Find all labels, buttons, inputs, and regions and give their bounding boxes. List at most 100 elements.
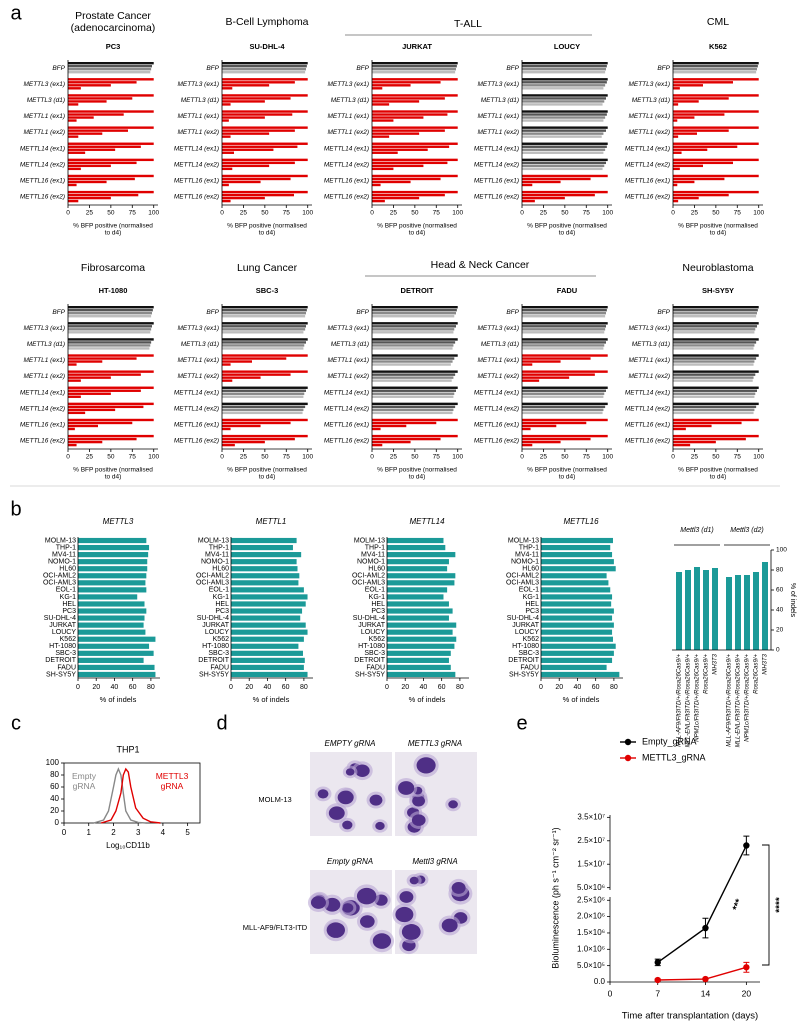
bar — [676, 572, 682, 650]
x-tick-label: 0 — [608, 988, 613, 998]
x-tick-label: 100 — [302, 210, 313, 217]
bar — [68, 148, 116, 151]
bar — [222, 158, 308, 162]
bar — [372, 110, 458, 113]
bar — [522, 424, 557, 428]
y-tick-label: METTL1 (ex1) — [628, 357, 670, 364]
bar — [372, 100, 420, 103]
legend-label: METTL3 gRNA — [155, 771, 189, 791]
bar — [522, 360, 561, 363]
x-axis-label: % BFP positive (normalised to d4) — [73, 222, 153, 237]
bar — [673, 421, 742, 425]
y-tick-label: METTL3 (d1) — [632, 341, 670, 348]
bar — [522, 65, 607, 68]
chart-title: Lung Cancer — [236, 261, 298, 274]
bar — [685, 570, 691, 650]
bar — [673, 357, 757, 360]
y-tick-label: OCI-AML2 — [352, 573, 385, 580]
y-tick-label: MOLM-13 — [45, 537, 76, 544]
bar — [68, 116, 94, 119]
bar — [541, 587, 611, 593]
x-tick-label: 20 — [92, 684, 100, 691]
x-tick-label: Rosa26Cas9/+ — [754, 654, 760, 694]
bar — [673, 402, 759, 406]
bar — [522, 103, 603, 106]
bar — [387, 566, 448, 572]
bar — [673, 389, 757, 392]
bar — [522, 379, 540, 382]
x-axis-label: % BFP positive (normalised to d4) — [377, 466, 457, 481]
bar — [78, 636, 156, 642]
cell-line-name: LOUCY — [554, 42, 580, 51]
bar — [68, 360, 103, 363]
x-axis-label: % BFP positive (normalised to d4) — [527, 222, 607, 237]
bar — [387, 559, 449, 565]
bar — [68, 386, 154, 389]
bar — [522, 405, 606, 409]
bar — [372, 331, 454, 334]
bar — [541, 622, 614, 628]
bar — [68, 129, 128, 132]
y-tick-label: METTL3 (d1) — [632, 97, 670, 104]
y-tick-label: METTL16 (ex2) — [474, 194, 519, 201]
bar — [673, 190, 759, 194]
bar — [68, 315, 152, 318]
bar — [522, 363, 533, 366]
bar — [68, 421, 133, 425]
bar — [68, 328, 152, 331]
bar — [372, 338, 458, 341]
y-tick-label: METTL3 (ex1) — [628, 325, 670, 332]
bar — [703, 570, 709, 650]
group-title: Mettl3 (d1) — [680, 526, 714, 534]
y-tick-label: KG-1 — [60, 594, 76, 601]
bar — [68, 71, 151, 74]
legend-label: Empty_gRNA — [642, 736, 697, 746]
bar — [673, 97, 729, 100]
y-tick-label: METTL14 (ex2) — [625, 405, 670, 412]
bar — [68, 87, 81, 90]
bar — [673, 110, 759, 113]
bar — [222, 97, 291, 100]
y-tick-label: LOUCY — [361, 629, 385, 636]
x-tick-label: 75 — [734, 454, 742, 461]
y-tick-label: METTL1 (ex1) — [477, 113, 519, 120]
bar — [673, 148, 708, 151]
image-header: Empty gRNA — [327, 857, 373, 866]
y-tick-label: METTL14 (ex2) — [324, 405, 369, 412]
bar — [522, 142, 608, 145]
bar — [372, 440, 411, 444]
bar — [522, 84, 606, 87]
x-tick-label: 0 — [520, 454, 524, 461]
y-tick-label: METTL14 (ex1) — [20, 145, 65, 152]
bar — [522, 180, 561, 184]
y-tick-label: JURKAT — [49, 622, 76, 629]
bar — [372, 135, 390, 138]
y-tick-label: K562 — [213, 636, 229, 643]
cell-nucleus — [328, 806, 345, 820]
y-tick-label: 2.5×10⁷ — [577, 836, 605, 845]
bar — [68, 151, 86, 154]
bar — [673, 392, 756, 395]
bar — [78, 566, 148, 572]
y-tick-label: EOL-1 — [519, 587, 539, 594]
bar — [78, 622, 144, 628]
y-tick-label: METTL14 (ex1) — [625, 145, 670, 152]
bar — [372, 71, 456, 74]
bar — [522, 328, 606, 331]
bar — [78, 664, 155, 671]
x-axis-label: % BFP positive (normalised to d4) — [227, 222, 307, 237]
bar — [222, 199, 231, 203]
bar — [222, 357, 287, 360]
bar — [673, 347, 754, 350]
bar — [231, 629, 308, 635]
bar — [78, 650, 154, 656]
y-tick-label: METTL1 (ex2) — [177, 129, 219, 136]
y-tick-label: METTL16 (ex1) — [625, 178, 670, 185]
bar — [222, 135, 231, 138]
bar — [372, 81, 441, 84]
y-tick-label: METTL16 (ex2) — [174, 194, 219, 201]
y-tick-label: 3.5×10⁷ — [577, 812, 605, 821]
x-tick-label: 7 — [655, 988, 660, 998]
x-tick-label: 75 — [283, 454, 291, 461]
chart-title: METTL16 — [563, 517, 599, 526]
